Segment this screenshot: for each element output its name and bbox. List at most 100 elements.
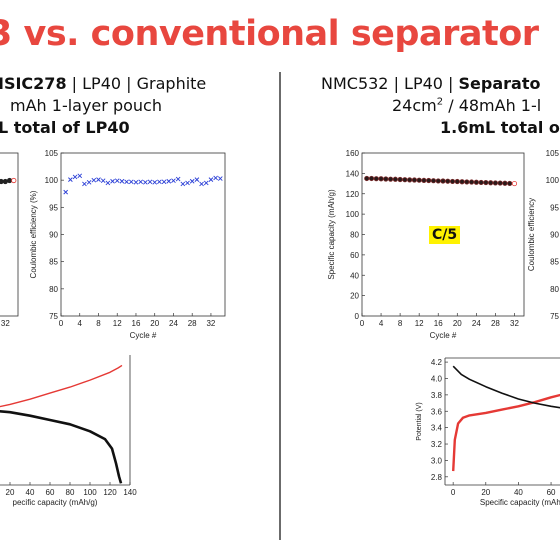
left-ce-point-19 <box>152 180 158 185</box>
left-ce-point-16 <box>138 179 143 185</box>
right-capacity-y-tick-label-6: 120 <box>346 190 360 199</box>
left-capacity-plot-frame <box>0 152 19 317</box>
right-voltage-y-tick-label-2: 3.2 <box>431 440 443 449</box>
left-ce-point-12 <box>119 178 125 184</box>
right-capacity-point-9 <box>407 177 413 183</box>
left-ce-point-17 <box>143 180 148 185</box>
left-capacity-point-5 <box>11 177 17 184</box>
right-capacity-point-6 <box>392 176 398 182</box>
left-ce-y-tick-label-5: 100 <box>45 176 59 185</box>
left-ce-x-tick-label-2: 8 <box>96 319 101 328</box>
right-capacity-point-10 <box>411 177 418 183</box>
right-voltage-y-tick-label-5: 3.8 <box>431 391 443 400</box>
right-voltage-y-axis-label: Potential (V) <box>416 402 423 441</box>
left-voltage-x-tick-label-2: 40 <box>26 488 35 497</box>
rate-badge: C/5 <box>429 226 461 244</box>
left-ce-point-2 <box>72 174 78 180</box>
right-header-area-exponent: 2 <box>436 96 444 108</box>
right-capacity-x-tick-label-4: 16 <box>434 319 443 328</box>
right-capacity-x-tick-label-1: 4 <box>379 319 384 328</box>
left-ce-x-tick-label-0: 0 <box>59 319 64 328</box>
right-capacity-x-tick-label-3: 12 <box>415 319 424 328</box>
left-ce-point-0 <box>63 189 69 195</box>
left-voltage-x-tick-label-5: 100 <box>83 488 97 497</box>
right-voltage-x-tick-label-3: 60 <box>547 488 556 497</box>
left-ce-point-14 <box>128 179 134 185</box>
right-header-line-3: 1.6mL total o <box>440 118 560 137</box>
left-ce-point-10 <box>110 178 115 184</box>
right-voltage-x-tick-label-0: 0 <box>451 488 456 497</box>
right-capacity-point-4 <box>383 176 389 182</box>
right-ce-y-tick-label-5: 100 <box>546 176 560 185</box>
left-ce-x-axis-label: Cycle # <box>130 331 157 340</box>
right-capacity-point-19 <box>454 178 460 185</box>
right-voltage-series-discharge <box>452 365 560 409</box>
right-header-separator: Separato <box>458 74 541 93</box>
right-capacity-point-12 <box>421 177 427 184</box>
left-ce-point-18 <box>147 179 153 185</box>
left-ce-x-tick-label-1: 4 <box>78 319 83 328</box>
right-capacity-x-tick-label-0: 0 <box>360 319 365 328</box>
slide-title: 3 vs. conventional separator <box>0 14 539 54</box>
left-ce-point-33 <box>217 176 223 181</box>
right-voltage-series-charge <box>452 393 560 472</box>
left-capacity-point-3 <box>2 178 8 185</box>
left-voltage-x-axis-label: pecific capacity (mAh/g) <box>13 498 98 507</box>
left-ce-point-32 <box>213 175 218 181</box>
left-ce-x-tick-label-6: 24 <box>169 319 178 328</box>
right-capacity-point-21 <box>464 179 470 185</box>
left-voltage-x-tick-label-4: 80 <box>66 488 75 497</box>
right-capacity-y-tick-label-0: 0 <box>355 312 360 321</box>
left-ce-x-tick-label-8: 32 <box>206 319 215 328</box>
left-voltage-x-tick-label-3: 60 <box>46 488 55 497</box>
right-capacity-point-25 <box>483 179 489 186</box>
right-ce-y-axis-label: Coulombic efficiency <box>527 198 536 271</box>
right-capacity-point-14 <box>430 178 437 184</box>
right-ce-y-tick-label-4: 95 <box>550 203 559 212</box>
left-voltage-x-tick-label-6: 120 <box>103 488 117 497</box>
left-ce-x-tick-label-3: 12 <box>113 319 122 328</box>
left-ce-point-31 <box>208 177 214 182</box>
right-capacity-y-tick-label-7: 140 <box>346 169 360 178</box>
right-voltage-y-tick-label-7: 4.2 <box>431 358 443 367</box>
right-capacity-point-15 <box>435 178 441 184</box>
right-voltage-x-tick-label-2: 40 <box>514 488 523 497</box>
left-header-line-2: mAh 1-layer pouch <box>10 96 162 115</box>
right-capacity-x-tick-label-2: 8 <box>398 319 403 328</box>
left-ce-point-15 <box>133 180 139 185</box>
left-ce-point-30 <box>203 180 209 186</box>
right-capacity-point-16 <box>440 178 446 184</box>
right-capacity-point-30 <box>507 180 513 187</box>
left-ce-point-25 <box>180 181 186 187</box>
right-capacity-point-17 <box>445 178 451 184</box>
right-capacity-point-3 <box>378 176 384 182</box>
left-ce-point-1 <box>68 177 73 182</box>
right-voltage-y-tick-label-0: 2.8 <box>431 473 443 482</box>
left-ce-x-tick-label-7: 28 <box>188 319 197 328</box>
left-ce-y-tick-label-4: 95 <box>49 203 58 212</box>
left-ce-point-29 <box>199 181 204 187</box>
right-capacity-y-tick-label-4: 80 <box>350 231 359 240</box>
left-ce-point-6 <box>91 177 97 183</box>
left-ce-point-23 <box>171 178 176 184</box>
right-capacity-x-tick-label-7: 28 <box>491 319 500 328</box>
panel-divider <box>279 72 281 540</box>
left-voltage-x-tick-label-7: 140 <box>123 488 137 497</box>
left-capacity-point-4 <box>6 177 13 184</box>
right-header-capacity: / 48mAh 1-l <box>443 96 542 115</box>
right-capacity-point-31 <box>511 180 518 187</box>
right-capacity-y-axis-label: Specific capacity (mAh/g) <box>327 189 336 280</box>
left-ce-y-tick-label-3: 90 <box>49 231 58 240</box>
right-capacity-point-26 <box>488 180 494 186</box>
right-capacity-point-2 <box>373 176 379 182</box>
left-ce-y-tick-label-6: 105 <box>45 149 59 158</box>
right-capacity-point-0 <box>364 175 370 182</box>
right-capacity-point-18 <box>449 178 456 185</box>
right-voltage-y-tick-label-1: 3.0 <box>431 456 443 465</box>
right-voltage-x-tick-label-1: 20 <box>481 488 490 497</box>
left-ce-point-7 <box>96 177 101 182</box>
right-capacity-point-28 <box>497 180 503 186</box>
right-capacity-point-7 <box>397 176 403 183</box>
left-ce-y-tick-label-1: 80 <box>49 285 58 294</box>
